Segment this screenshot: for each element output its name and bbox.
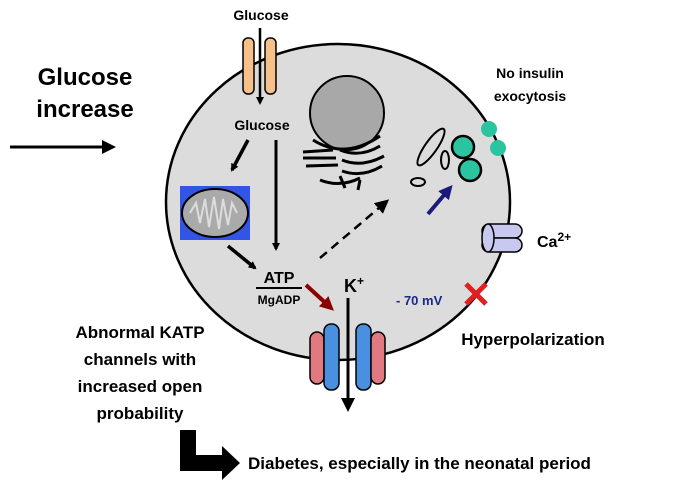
atp-label: ATP (264, 270, 295, 287)
no-insulin-label-2: exocytosis (494, 88, 567, 104)
membrane-potential-label: - 70 mV (396, 293, 443, 308)
mitochondrion-icon (180, 186, 250, 240)
glucose-inside-label: Glucose (234, 117, 289, 133)
calcium-label: Ca2+ (537, 230, 571, 251)
mito-to-atp-arrow (226, 244, 257, 270)
katp-label-1: Abnormal KATP (75, 323, 204, 342)
diabetes-label: Diabetes, especially in the neonatal per… (248, 454, 591, 473)
calcium-channel-icon (481, 223, 523, 253)
calcium-label-base: Ca (537, 234, 558, 251)
golgi-icon (302, 75, 385, 191)
glucose-to-mito-arrow (230, 139, 250, 172)
mgadp-label: MgADP (258, 293, 301, 307)
hyperpolarization-label: Hyperpolarization (461, 330, 605, 349)
katp-label-2: channels with (84, 350, 196, 369)
glucose-top-label: Glucose (233, 7, 288, 23)
potassium-label-base: K (344, 276, 357, 296)
katp-label-4: probability (97, 404, 184, 423)
diabetes-arrow (180, 430, 240, 480)
red-x-icon (464, 282, 488, 306)
potassium-label-sup: + (357, 274, 364, 288)
katp-label-3: increased open (78, 377, 203, 396)
transporter-icon (242, 37, 277, 95)
glucose-increase-label-1: Glucose (38, 64, 133, 91)
glucose-increase-label-2: increase (36, 96, 133, 123)
granule-arrow (426, 184, 453, 216)
katp-channel-icon (309, 323, 386, 391)
no-insulin-label-1: No insulin (496, 65, 564, 81)
atp-to-katp-arrow (304, 283, 334, 311)
calcium-label-sup: 2+ (557, 230, 571, 244)
granule-icon (410, 121, 506, 187)
potassium-label: K+ (344, 274, 364, 296)
